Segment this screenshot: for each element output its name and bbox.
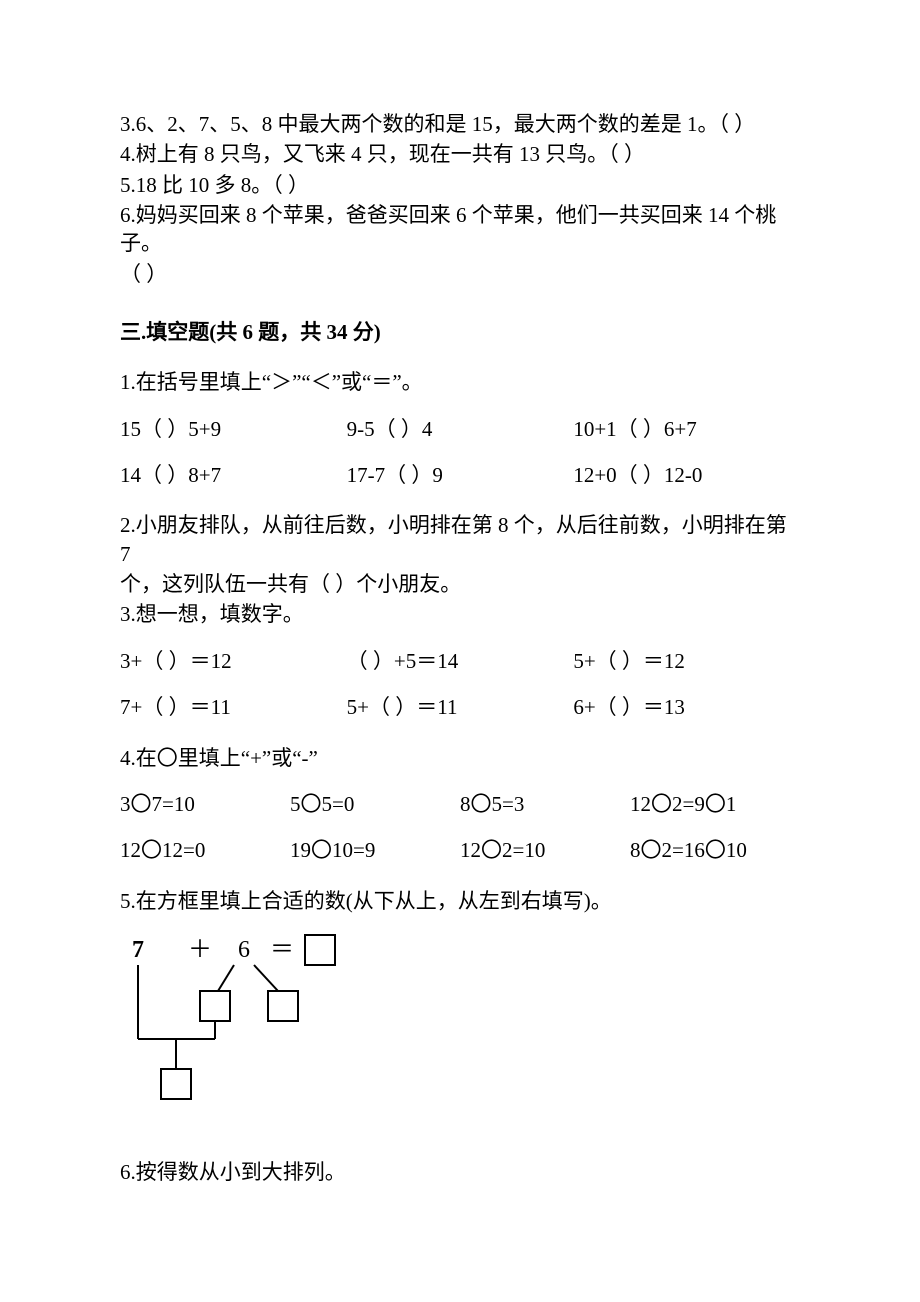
q3-row2: 7+（ ）＝11 5+（ ）＝11 6+（ ）＝13 bbox=[120, 693, 800, 721]
q2-line2: 个，这列队伍一共有（ ）个小朋友。 bbox=[120, 570, 800, 598]
diagram-line-6-left bbox=[218, 965, 234, 991]
q4-r2-c3: 12〇2=10 bbox=[460, 836, 630, 864]
q4-r1-c3: 8〇5=3 bbox=[460, 790, 630, 818]
document-page: 3.6、2、7、5、8 中最大两个数的和是 15，最大两个数的差是 1。（ ） … bbox=[0, 0, 920, 1302]
tf-item-6-line2: （ ） bbox=[120, 260, 800, 288]
q3-r2-c2: 5+（ ）＝11 bbox=[347, 693, 574, 721]
diagram-seven: 7 bbox=[132, 937, 144, 963]
q5-prompt: 5.在方框里填上合适的数(从下从上，从左到右填写)。 bbox=[120, 887, 800, 915]
diagram-line-6-right bbox=[254, 965, 278, 991]
q3-r1-c3: 5+（ ）＝12 bbox=[573, 647, 800, 675]
q2-line1: 2.小朋友排队，从前往后数，小明排在第 8 个，从后往前数，小明排在第 7 bbox=[120, 511, 800, 568]
q1-r2-c2: 17-7（ ）9 bbox=[347, 461, 574, 489]
q3-prompt: 3.想一想，填数字。 bbox=[120, 600, 800, 628]
q4-row1: 3〇7=10 5〇5=0 8〇5=3 12〇2=9〇1 bbox=[120, 790, 800, 818]
section-3-title: 三.填空题(共 6 题，共 34 分) bbox=[120, 318, 800, 346]
q4-row2: 12〇12=0 19〇10=9 12〇2=10 8〇2=16〇10 bbox=[120, 836, 800, 864]
q4-r2-c1: 12〇12=0 bbox=[120, 836, 290, 864]
tf-item-5: 5.18 比 10 多 8。（ ） bbox=[120, 171, 800, 199]
diagram-six: 6 bbox=[238, 937, 250, 963]
q4-prompt: 4.在〇里填上“+”或“-” bbox=[120, 744, 800, 772]
q1-row1: 15（ ）5+9 9-5（ ）4 10+1（ ）6+7 bbox=[120, 415, 800, 443]
q3-r2-c3: 6+（ ）＝13 bbox=[573, 693, 800, 721]
equation-tree-diagram: 7 ＋ 6 ＝ bbox=[120, 929, 800, 1136]
diagram-plus: ＋ bbox=[188, 937, 212, 963]
diagram-mid-left-box bbox=[200, 991, 230, 1021]
q3-r1-c1: 3+（ ）＝12 bbox=[120, 647, 347, 675]
q1-r2-c3: 12+0（ ）12-0 bbox=[573, 461, 800, 489]
q1-r1-c3: 10+1（ ）6+7 bbox=[573, 415, 800, 443]
diagram-result-box bbox=[305, 935, 335, 965]
q1-prompt: 1.在括号里填上“＞”“＜”或“＝”。 bbox=[120, 368, 800, 396]
diagram-equals: ＝ bbox=[270, 937, 294, 963]
q3-row1: 3+（ ）＝12 （ ）+5＝14 5+（ ）＝12 bbox=[120, 647, 800, 675]
q4-r2-c4: 8〇2=16〇10 bbox=[630, 836, 800, 864]
tf-item-3: 3.6、2、7、5、8 中最大两个数的和是 15，最大两个数的差是 1。（ ） bbox=[120, 110, 800, 138]
tf-item-4: 4.树上有 8 只鸟，又飞来 4 只，现在一共有 13 只鸟。（ ） bbox=[120, 140, 800, 168]
q1-r2-c1: 14（ ）8+7 bbox=[120, 461, 347, 489]
q4-r2-c2: 19〇10=9 bbox=[290, 836, 460, 864]
equation-tree-svg: 7 ＋ 6 ＝ bbox=[120, 929, 380, 1129]
q3-r2-c1: 7+（ ）＝11 bbox=[120, 693, 347, 721]
q4-r1-c2: 5〇5=0 bbox=[290, 790, 460, 818]
q1-r1-c2: 9-5（ ）4 bbox=[347, 415, 574, 443]
diagram-bottom-box bbox=[161, 1069, 191, 1099]
q3-r1-c2: （ ）+5＝14 bbox=[347, 647, 574, 675]
diagram-mid-right-box bbox=[268, 991, 298, 1021]
q1-row2: 14（ ）8+7 17-7（ ）9 12+0（ ）12-0 bbox=[120, 461, 800, 489]
q1-r1-c1: 15（ ）5+9 bbox=[120, 415, 347, 443]
q4-r1-c4: 12〇2=9〇1 bbox=[630, 790, 800, 818]
q6-prompt: 6.按得数从小到大排列。 bbox=[120, 1158, 800, 1186]
tf-item-6-line1: 6.妈妈买回来 8 个苹果，爸爸买回来 6 个苹果，他们一共买回来 14 个桃子… bbox=[120, 201, 800, 258]
q4-r1-c1: 3〇7=10 bbox=[120, 790, 290, 818]
